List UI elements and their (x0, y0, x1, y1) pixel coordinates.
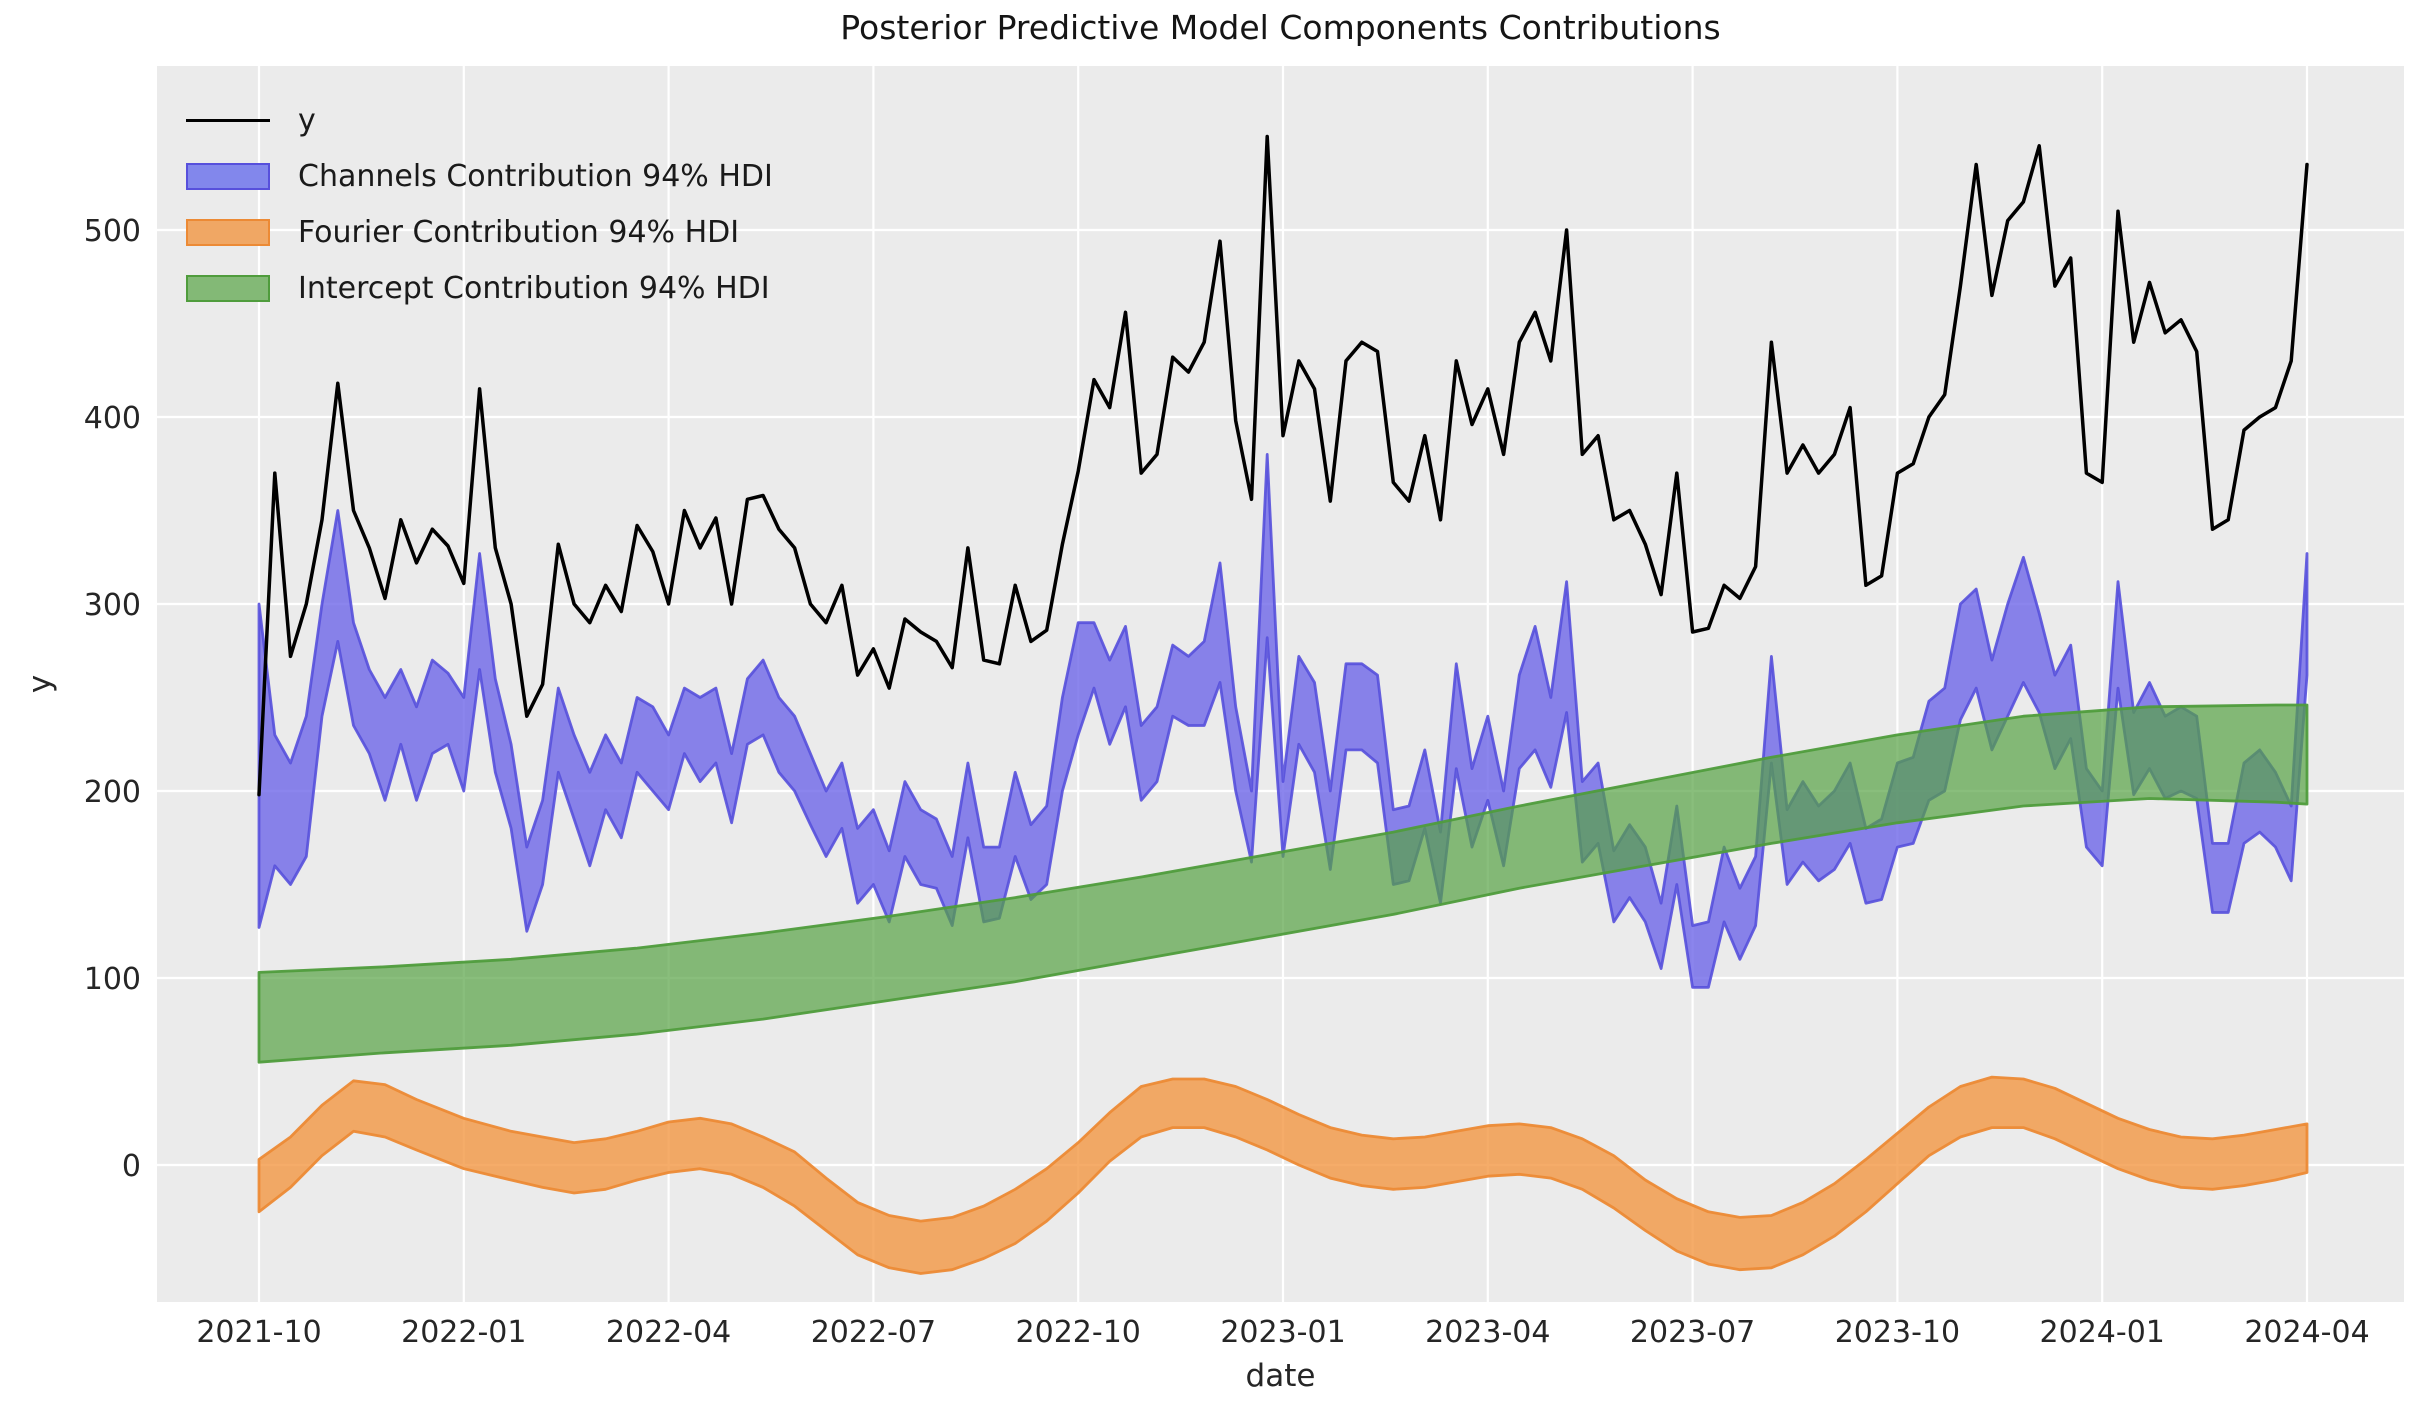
band-intercept (257, 703, 2309, 1064)
chart-title: Posterior Predictive Model Components Co… (840, 8, 1721, 47)
legend: y Channels Contribution 94% HDI Fourier Co… (186, 92, 773, 316)
x-tick-label: 2024-04 (2244, 1315, 2369, 1350)
x-tick-label: 2023-07 (1630, 1315, 1755, 1350)
x-tick-label: 2023-04 (1425, 1315, 1550, 1350)
legend-row: Channels Contribution 94% HDI (186, 148, 773, 204)
band-fourier (257, 1075, 2309, 1275)
y-tick-label: 300 (84, 588, 141, 623)
x-tick-label: 2022-04 (606, 1315, 731, 1350)
legend-color-swatch (186, 162, 270, 190)
legend-label: Intercept Contribution 94% HDI (298, 270, 770, 306)
legend-row: y (186, 92, 773, 148)
x-tick-label: 2022-01 (401, 1315, 526, 1350)
legend-label: Fourier Contribution 94% HDI (298, 214, 740, 250)
x-tick-label: 2021-10 (196, 1315, 321, 1350)
legend-color-swatch (186, 218, 270, 246)
y-tick-label: 100 (84, 962, 141, 997)
line-y (257, 134, 2309, 797)
y-axis-label: y (22, 674, 58, 694)
x-axis-label: date (1245, 1358, 1316, 1394)
x-tick-label: 2023-01 (1220, 1315, 1345, 1350)
y-tick-label: 400 (84, 401, 141, 436)
x-tick-label: 2022-10 (1016, 1315, 1141, 1350)
x-tick-label: 2023-10 (1835, 1315, 1960, 1350)
y-tick-label: 200 (84, 775, 141, 810)
x-tick-label: 2024-01 (2040, 1315, 2165, 1350)
legend-color-swatch (186, 274, 270, 302)
legend-label: Channels Contribution 94% HDI (298, 158, 773, 194)
y-tick-label: 500 (84, 214, 141, 249)
legend-row: Fourier Contribution 94% HDI (186, 204, 773, 260)
legend-label: y (298, 102, 316, 138)
legend-line-swatch (186, 118, 270, 122)
legend-row: Intercept Contribution 94% HDI (186, 260, 773, 316)
x-tick-label: 2022-07 (811, 1315, 936, 1350)
y-tick-label: 0 (122, 1149, 141, 1184)
